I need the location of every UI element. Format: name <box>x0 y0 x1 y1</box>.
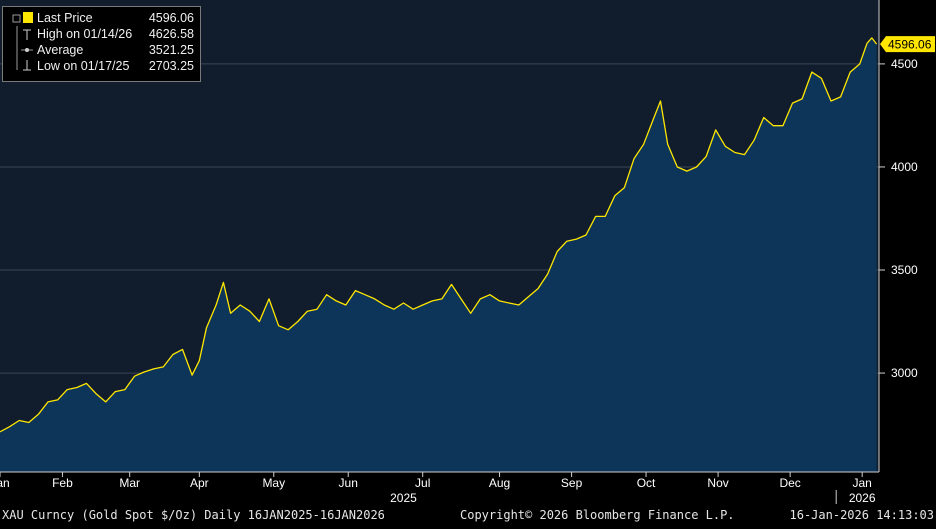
x-tick-label: Jan <box>0 476 10 490</box>
legend-box: Last Price 4596.06 High on 01/14/26 4626… <box>2 6 201 82</box>
low-marker-icon <box>11 58 33 74</box>
y-tick-label: 3500 <box>891 263 918 277</box>
legend-item-average: Average 3521.25 <box>3 42 200 58</box>
legend-item-last-price: Last Price 4596.06 <box>3 10 200 26</box>
x-tick-label: Oct <box>637 476 656 490</box>
axes <box>0 0 885 504</box>
legend-value: 4596.06 <box>148 11 194 25</box>
last-price-tag-shape <box>880 36 935 53</box>
y-tick-label: 4000 <box>891 160 918 174</box>
x-tick-label: May <box>262 476 285 490</box>
year-label: 2025 <box>390 491 417 505</box>
x-tick-label: Jun <box>339 476 358 490</box>
y-tick-label: 3000 <box>891 366 918 380</box>
last-price-tag: 4596.06 <box>880 36 935 53</box>
tick-labels: 3000 3500 4000 4500 Jan Feb Mar Apr May Jun Jul Aug… <box>0 36 935 505</box>
x-tick-label: Mar <box>119 476 140 490</box>
average-marker-icon <box>11 42 33 58</box>
x-tick-label: Aug <box>489 476 510 490</box>
legend-item-high: High on 01/14/26 4626.58 <box>3 26 200 42</box>
last-price-tag-label: 4596.06 <box>888 38 932 52</box>
price-area <box>0 37 878 473</box>
x-tick-label: Nov <box>707 476 728 490</box>
copyright-text: Copyright© 2026 Bloomberg Finance L.P. <box>460 508 735 522</box>
year-label: 2026 <box>849 491 876 505</box>
legend-value: 3521.25 <box>148 43 194 57</box>
legend-value: 4626.58 <box>148 27 194 41</box>
legend-label: Average <box>37 43 84 57</box>
legend-value: 2703.25 <box>148 59 194 73</box>
x-tick-label: Feb <box>52 476 73 490</box>
y-tick-label: 4500 <box>891 57 918 71</box>
legend-item-low: Low on 01/17/25 2703.25 <box>3 58 200 74</box>
x-tick-label: Jan <box>853 476 872 490</box>
x-tick-label: Jul <box>415 476 430 490</box>
legend-label: High on 01/14/26 <box>37 27 133 41</box>
legend-label: Last Price <box>37 11 93 25</box>
timestamp-text: 16-Jan-2026 14:13:03 <box>789 508 935 522</box>
security-description: XAU Curncy (Gold Spot $/Oz) Daily 16JAN2… <box>2 508 385 522</box>
x-tick-label: Apr <box>190 476 209 490</box>
x-tick-label: Sep <box>561 476 583 490</box>
legend-label: Low on 01/17/25 <box>37 59 130 73</box>
price-line <box>0 37 878 433</box>
high-marker-icon <box>11 26 33 42</box>
yellow-square-icon <box>11 10 33 26</box>
x-tick-label: Dec <box>779 476 800 490</box>
price-area-fill <box>0 37 877 473</box>
footer-bar: XAU Curncy (Gold Spot $/Oz) Daily 16JAN2… <box>0 506 936 524</box>
